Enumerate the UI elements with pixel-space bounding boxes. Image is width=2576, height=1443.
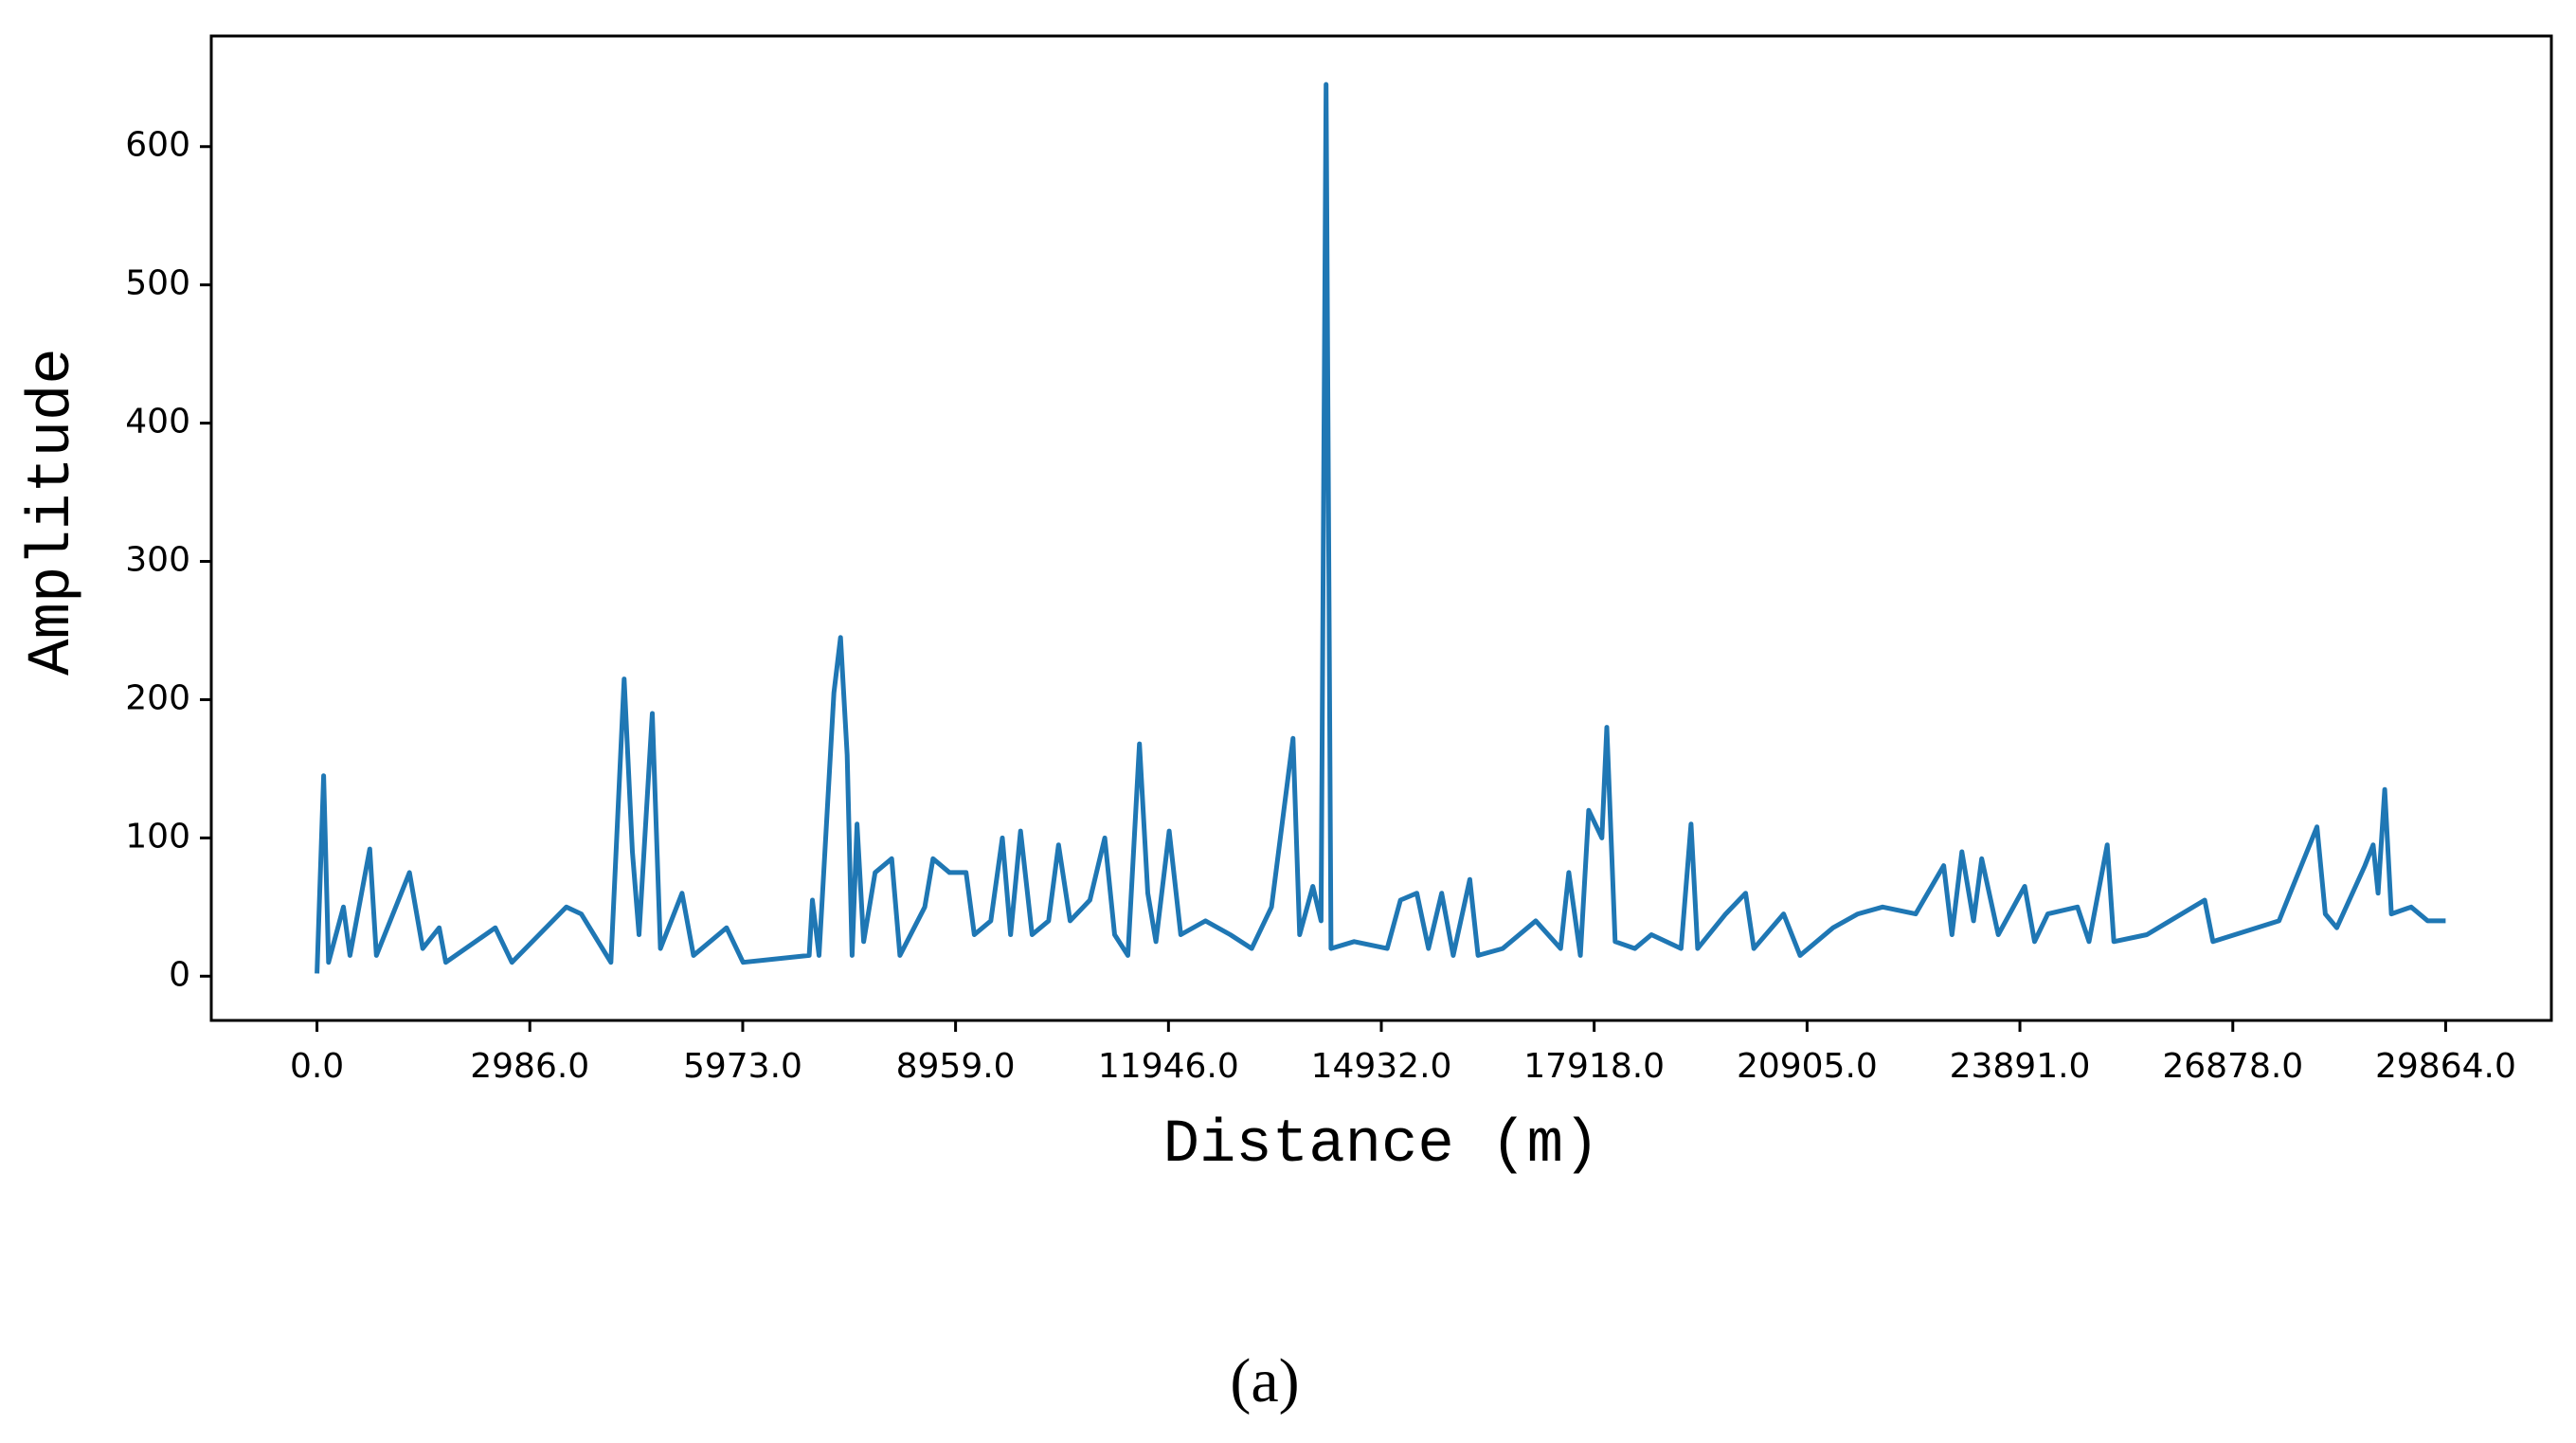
x-tick-label: 8959.0 (896, 1047, 1016, 1086)
y-tick-label: 300 (125, 541, 190, 580)
x-tick-label: 11946.0 (1098, 1047, 1239, 1086)
y-tick-label: 0 (169, 955, 190, 994)
x-tick-label: 14932.0 (1311, 1047, 1452, 1086)
x-tick-label: 26878.0 (2162, 1047, 2303, 1086)
data-line (315, 81, 2446, 974)
y-tick-label: 600 (125, 126, 190, 165)
y-tick-label: 400 (125, 403, 190, 442)
x-tick-label: 17918.0 (1523, 1047, 1665, 1086)
y-tick-label: 100 (125, 817, 190, 856)
x-tick-label: 0.0 (290, 1047, 344, 1086)
x-tick-label: 20905.0 (1737, 1047, 1878, 1086)
caption: (a) (1230, 1346, 1299, 1416)
plot-frame (209, 34, 2553, 1022)
y-tick-label: 500 (125, 264, 190, 303)
x-tick-label: 5973.0 (683, 1047, 802, 1086)
x-tick-label: 23891.0 (1950, 1047, 2091, 1086)
x-axis-label: Distance (m) (1163, 1111, 1600, 1180)
y-axis-label: Amplitude (19, 348, 87, 676)
x-tick-label: 29864.0 (2375, 1047, 2516, 1086)
x-tick-label: 2986.0 (470, 1047, 589, 1086)
y-tick-label: 200 (125, 678, 190, 717)
